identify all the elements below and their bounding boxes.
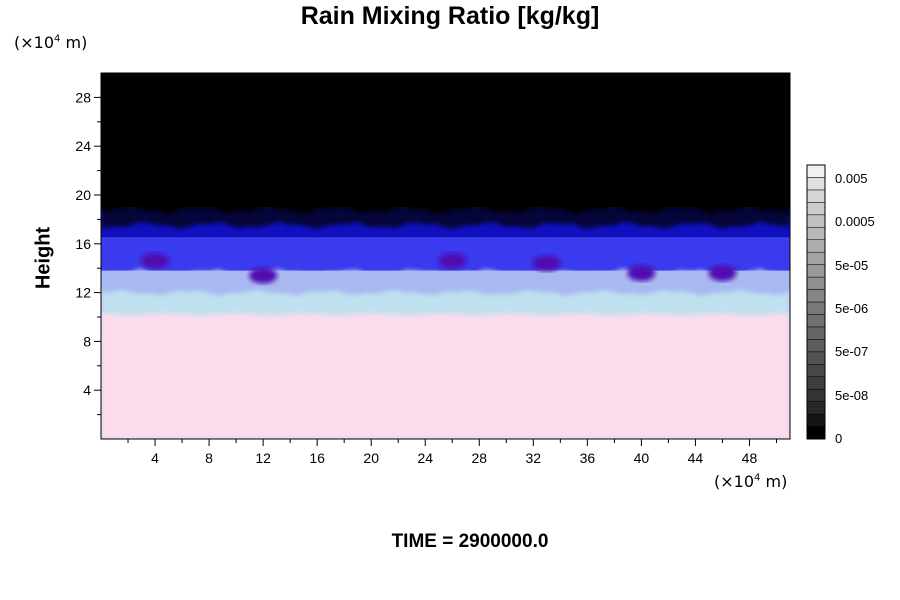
colorbar-label: 0 (835, 431, 842, 446)
colorbar-swatch (806, 214, 826, 228)
y-tick-label: 28 (75, 89, 91, 105)
heatmap-field (101, 73, 790, 439)
x-tick-label: 4 (151, 450, 159, 466)
heatmap-blob (627, 265, 656, 282)
colorbar-swatch (806, 401, 826, 415)
colorbar-swatch (806, 189, 826, 203)
x-tick-label: 32 (526, 450, 542, 466)
y-unit-label: (×104 m) (14, 33, 88, 52)
colorbar-swatch (806, 326, 826, 340)
heatmap-blob (532, 255, 561, 272)
colorbar-swatch (806, 426, 826, 440)
y-tick-label: 20 (75, 187, 91, 203)
heatmap-contour (101, 313, 790, 439)
colorbar-frame (806, 164, 826, 440)
heatmap-blob (249, 267, 278, 284)
colorbar-swatch (806, 376, 826, 390)
x-tick-label: 24 (417, 450, 433, 466)
heatmap-contour (101, 73, 790, 230)
time-label: TIME = 2900000.0 (391, 531, 549, 552)
colorbar-swatch (806, 364, 826, 377)
colorbar-swatch (806, 289, 826, 303)
y-tick-label: 8 (83, 333, 91, 349)
colorbar-label: 0.005 (835, 171, 868, 186)
x-tick-label: 48 (742, 450, 758, 466)
chart-title: Rain Mixing Ratio [kg/kg] (300, 2, 600, 30)
colorbar-swatch (806, 239, 826, 253)
x-tick-label: 36 (580, 450, 596, 466)
x-tick-label: 44 (688, 450, 704, 466)
x-tick-label: 20 (363, 450, 379, 466)
y-tick-label: 24 (75, 138, 91, 154)
heatmap-blob (141, 252, 170, 269)
colorbar-swatch (806, 413, 826, 427)
colorbar-swatch (806, 301, 826, 315)
colorbar-swatch (806, 177, 826, 191)
colorbar-swatch (806, 388, 826, 402)
colorbar-swatch (806, 164, 826, 178)
y-tick-label: 4 (83, 382, 91, 398)
colorbar-swatch (806, 339, 826, 353)
colorbar-label: 5e-06 (835, 301, 868, 316)
colorbar-swatch (806, 351, 826, 365)
y-tick-label: 12 (75, 285, 91, 301)
colorbar-swatch (806, 276, 826, 290)
x-unit-label: (×104 m) (714, 472, 788, 491)
colorbar-swatch (806, 227, 826, 240)
x-tick-label: 12 (255, 450, 271, 466)
colorbar-label: 5e-08 (835, 388, 868, 403)
colorbar-label: 0.0005 (835, 214, 875, 229)
colorbar-label: 5e-07 (835, 344, 868, 359)
colorbar-label: 5e-05 (835, 258, 868, 273)
x-tick-label: 40 (634, 450, 650, 466)
x-tick-label: 16 (309, 450, 325, 466)
colorbar-swatch (806, 264, 826, 278)
x-tick-label: 28 (471, 450, 487, 466)
heatmap-blob (438, 252, 467, 269)
colorbar-swatch (806, 314, 826, 328)
y-tick-label: 16 (75, 236, 91, 252)
heatmap-blob (708, 265, 737, 282)
colorbar-swatch (806, 202, 826, 216)
colorbar-swatch (806, 251, 826, 265)
plot-frame (100, 72, 791, 440)
x-tick-label: 8 (205, 450, 213, 466)
